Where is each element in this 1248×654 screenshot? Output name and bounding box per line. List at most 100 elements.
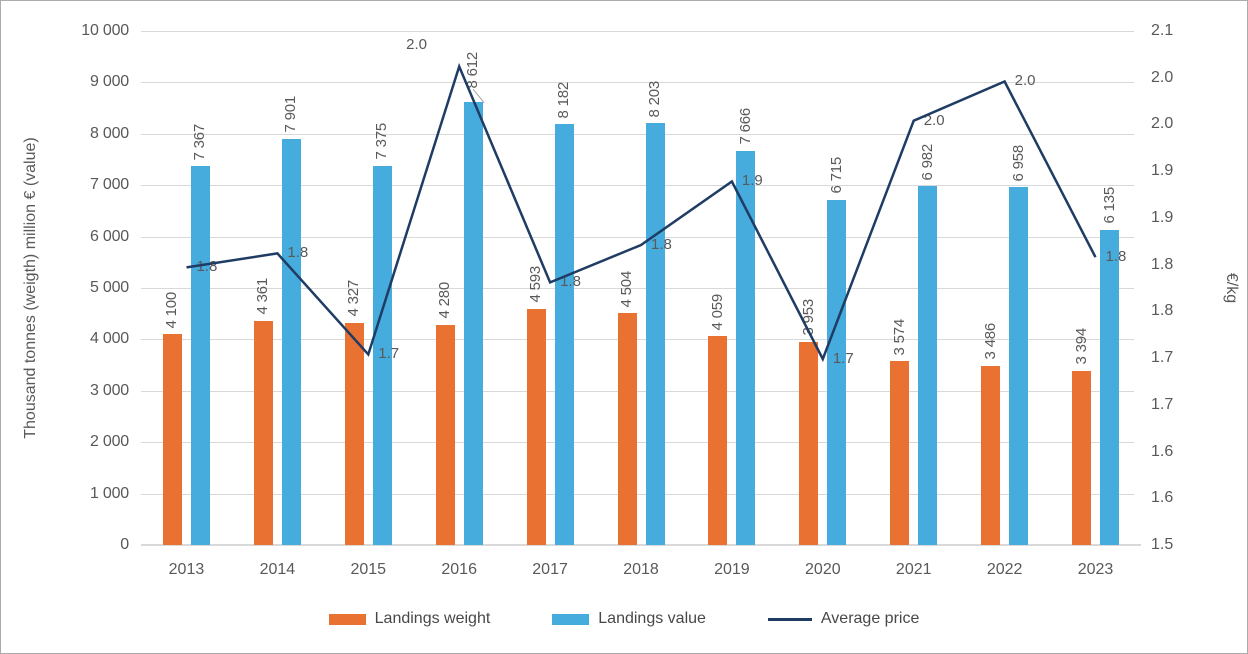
- x-axis-label: 2014: [259, 561, 296, 578]
- bar-value-label: 4 504: [618, 270, 635, 308]
- bar-landings-weight-2019: [708, 336, 728, 545]
- line-point-label: 1.8: [560, 273, 581, 291]
- line-point-label: 1.9: [741, 172, 763, 190]
- line-point-label: 2.0: [406, 35, 428, 53]
- y2-axis-tick-label: 1.5: [1151, 536, 1174, 553]
- x-axis-label: 2019: [714, 561, 750, 578]
- x-axis-label: 2017: [532, 561, 568, 578]
- bar-landings-weight-2023: [1072, 370, 1092, 545]
- line-point-label: 1.8: [651, 236, 672, 253]
- line-point-label: 1.8: [196, 258, 218, 276]
- bar-landings-weight-2013: [162, 334, 182, 545]
- y-axis-tick-label: 7 000: [89, 176, 129, 194]
- y-axis-tick-label: 4 000: [89, 330, 129, 348]
- bar-landings-value-2017: [554, 124, 574, 545]
- label-leader-line: [472, 89, 485, 104]
- gridline: [141, 390, 1134, 392]
- bar-value-label: 3 574: [890, 318, 908, 356]
- bar-landings-weight-2020: [799, 341, 819, 545]
- x-axis-line: [141, 544, 1141, 546]
- line-point-label: 1.8: [287, 244, 309, 262]
- bar-landings-weight-2016: [435, 325, 455, 545]
- gridline: [141, 442, 1134, 444]
- legend: Landings weight Landings value Average p…: [1, 604, 1247, 634]
- bar-value-label: 4 327: [345, 280, 363, 317]
- right-axis-title: €/kg: [1223, 272, 1240, 304]
- gridline: [141, 31, 1134, 32]
- y-axis-tick-label: 6 000: [89, 227, 129, 245]
- x-axis-label: 2021: [895, 561, 932, 578]
- landings-weight-swatch-icon: [328, 613, 366, 625]
- average-price-line-icon: [767, 617, 812, 621]
- y2-axis-tick-label: 1.9: [1151, 208, 1174, 226]
- line-point-label: 1.8: [1105, 248, 1127, 266]
- y-axis-tick-label: 5 000: [89, 279, 129, 296]
- bar-landings-value-2014: [281, 138, 301, 545]
- y2-axis-tick-label: 1.9: [1151, 162, 1174, 180]
- bar-value-label: 8 612: [464, 51, 482, 89]
- bar-landings-weight-2014: [253, 320, 273, 545]
- legend-item-landings-weight: Landings weight: [328, 610, 491, 628]
- y-axis-tick-label: 2 000: [89, 433, 129, 451]
- y2-axis-tick-label: 1.6: [1151, 489, 1174, 507]
- landings-value-swatch-icon: [552, 613, 590, 625]
- x-axis-label: 2013: [168, 561, 205, 578]
- x-axis-label: 2018: [623, 561, 659, 578]
- x-axis-label: 2015: [350, 561, 387, 578]
- line-point-label: 2.0: [1014, 72, 1036, 90]
- bar-landings-weight-2018: [617, 313, 637, 545]
- bar-landings-value-2023: [1100, 229, 1120, 545]
- bar-value-label: 3 486: [981, 323, 999, 360]
- y2-axis-tick-label: 2.0: [1151, 115, 1174, 133]
- bar-value-label: 4 280: [436, 282, 454, 320]
- y-axis-tick-label: 1 000: [89, 484, 129, 502]
- gridline: [141, 493, 1134, 495]
- bar-value-label: 3 953: [799, 299, 817, 336]
- bar-landings-weight-2017: [526, 308, 546, 545]
- bar-landings-value-2020: [827, 199, 847, 545]
- legend-label: Landings value: [598, 610, 706, 627]
- y2-axis-tick-label: 1.7: [1151, 349, 1174, 367]
- y-axis-tick-label: 9 000: [89, 73, 129, 91]
- bar-landings-value-2018: [645, 123, 665, 545]
- bar-value-label: 6 982: [918, 143, 936, 181]
- bar-value-label: 4 361: [254, 278, 272, 315]
- bar-landings-value-2016: [463, 102, 483, 545]
- y2-axis-tick-label: 1.6: [1151, 442, 1174, 460]
- y-axis-tick-label: 10 000: [81, 22, 129, 39]
- bar-value-label: 6 715: [827, 157, 845, 194]
- bar-value-label: 7 367: [191, 123, 209, 161]
- bar-value-label: 8 203: [646, 80, 663, 118]
- average-price-line: [186, 62, 1097, 363]
- bar-landings-weight-2021: [890, 361, 910, 545]
- bar-landings-value-2022: [1009, 187, 1029, 545]
- legend-label: Average price: [820, 610, 920, 627]
- legend-label: Landings weight: [374, 610, 491, 627]
- gridline: [141, 133, 1134, 135]
- bar-value-label: 4 059: [708, 293, 726, 331]
- x-axis-label: 2023: [1077, 561, 1114, 578]
- bar-landings-weight-2022: [981, 365, 1001, 545]
- line-point-label: 2.0: [923, 111, 945, 129]
- y-axis-tick-label: 3 000: [89, 381, 129, 399]
- bar-value-label: 6 135: [1100, 187, 1118, 224]
- y2-axis-tick-label: 2.1: [1151, 22, 1174, 39]
- legend-item-landings-value: Landings value: [552, 610, 706, 628]
- x-axis-label: 2020: [805, 561, 841, 578]
- y-axis-tick-label: 8 000: [89, 124, 129, 142]
- bar-value-label: 6 958: [1009, 144, 1027, 182]
- bar-landings-weight-2015: [344, 322, 364, 545]
- bar-value-label: 4 100: [163, 291, 181, 329]
- y2-axis-tick-label: 1.8: [1151, 302, 1174, 320]
- y-axis-tick-label: 0: [120, 536, 129, 553]
- line-point-label: 1.7: [378, 345, 400, 363]
- bar-landings-value-2013: [190, 166, 210, 545]
- bar-landings-value-2019: [736, 150, 756, 545]
- y2-axis-tick-label: 1.8: [1151, 255, 1174, 273]
- y2-axis-tick-label: 2.0: [1151, 68, 1174, 86]
- bar-value-label: 4 593: [527, 266, 545, 303]
- bar-value-label: 7 375: [373, 123, 391, 160]
- x-axis-label: 2022: [986, 561, 1023, 578]
- bar-landings-value-2021: [918, 186, 938, 545]
